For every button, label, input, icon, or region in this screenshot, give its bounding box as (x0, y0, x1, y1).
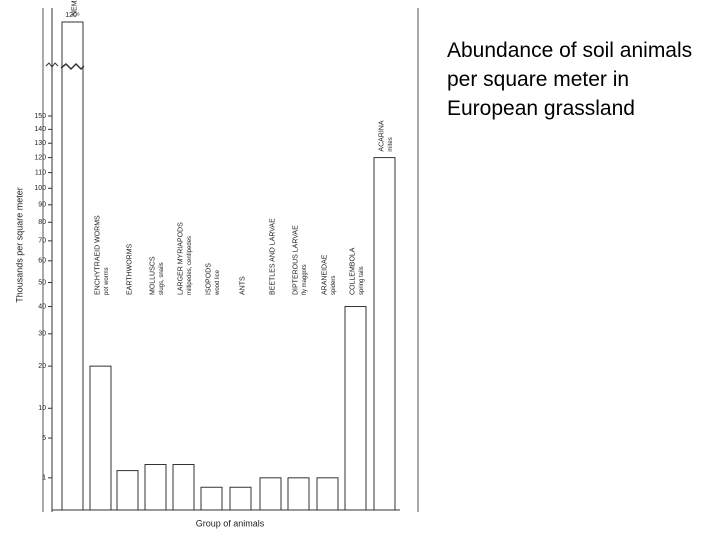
y-tick-label: 120 (34, 154, 46, 161)
category-label: NEMATODES (71, 0, 78, 16)
category-label: ENCHYTRAEID WORMS (94, 215, 101, 295)
bar (344, 306, 367, 511)
bar (61, 21, 84, 511)
category-label: BEETLES AND LARVAE (269, 218, 276, 295)
y-tick-label: 100 (34, 185, 46, 192)
y-tick-label: 30 (38, 331, 46, 338)
bar (287, 477, 310, 511)
category-label: EARTHWORMS (126, 243, 133, 295)
bar (89, 365, 112, 511)
category-label: DIPTEROUS LARVAE (292, 225, 299, 295)
bar (172, 464, 195, 511)
y-tick-label: 60 (38, 258, 46, 265)
category-sublabel: spiders (331, 276, 337, 295)
category-sublabel: millipedes, centipedes (187, 236, 193, 295)
slide-title: Abundance of soil animals per square met… (447, 39, 693, 120)
category-label: MOLLUSCS (149, 256, 156, 295)
category-label: ACARINA (378, 120, 385, 151)
category-label: LARGER MYRIAPODS (177, 222, 184, 295)
bar (229, 486, 252, 511)
bar (116, 470, 139, 511)
category-sublabel: wood lice (215, 269, 221, 296)
axis-break (45, 62, 59, 68)
y-tick-label: 150 (34, 113, 46, 120)
bar-break (60, 62, 85, 71)
category-label: COLLEMBOLA (349, 247, 356, 295)
chart: Thousands per square meter Group of anim… (14, 0, 419, 528)
y-tick-label: 5 (42, 435, 46, 442)
category-sublabel: pot worms (104, 267, 110, 295)
bar (200, 486, 223, 511)
y-tick-label: 10 (38, 405, 46, 412)
bar (373, 157, 396, 511)
y-tick-label: 70 (38, 238, 46, 245)
y-tick-label: 110 (35, 169, 46, 176)
bar (259, 477, 282, 511)
x-axis-label: Group of animals (196, 518, 265, 528)
y-tick-label: 80 (38, 219, 46, 226)
y-tick-label: 50 (38, 279, 46, 286)
category-label: ARANEIDAE (321, 254, 328, 295)
category-sublabel: mites (388, 137, 394, 151)
category-sublabel: slugs, snails (159, 262, 165, 295)
category-sublabel: spring tails (359, 266, 365, 295)
y-tick-label: 140 (34, 126, 46, 133)
category-sublabel: fly maggots (302, 264, 308, 295)
category-label: ANTS (239, 276, 246, 295)
y-tick-label: 130 (34, 140, 46, 147)
y-tick-label: 1 (42, 475, 46, 482)
y-tick-label: 90 (38, 202, 46, 209)
bar (144, 464, 167, 511)
y-tick-label: 40 (38, 303, 46, 310)
value-label: 120⁶ (65, 12, 80, 19)
category-label: ISOPODS (205, 263, 212, 295)
y-axis-label: Thousands per square meter (14, 187, 24, 303)
bar (316, 477, 339, 511)
y-tick-label: 20 (38, 363, 46, 370)
